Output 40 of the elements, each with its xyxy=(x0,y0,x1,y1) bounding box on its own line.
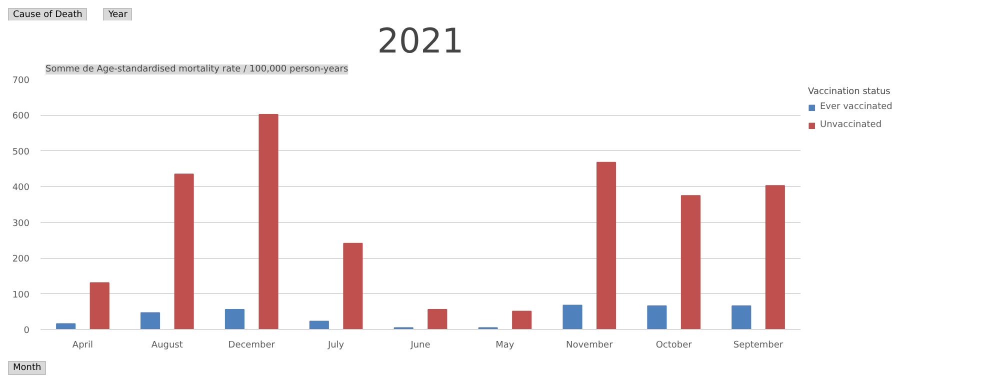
text: Year xyxy=(103,8,132,22)
bar xyxy=(680,195,701,330)
y-tick-label: 200 xyxy=(12,254,30,265)
x-tick-label: August xyxy=(151,340,184,350)
bar xyxy=(512,310,532,330)
y-tick-label: 300 xyxy=(12,218,30,229)
x-tick-label: April xyxy=(72,340,94,350)
y-tick-label: 0 xyxy=(24,326,30,336)
bar xyxy=(765,185,785,330)
bar xyxy=(428,309,448,330)
y-tick-label: 700 xyxy=(12,76,30,86)
legend-label: Ever vaccinated xyxy=(820,102,892,112)
bar xyxy=(224,309,245,330)
y-tick-label: 600 xyxy=(12,112,30,122)
legend-label: Unvaccinated xyxy=(820,120,882,130)
bar xyxy=(596,162,616,330)
x-tick-label: July xyxy=(326,340,345,350)
bar xyxy=(647,305,667,330)
bar xyxy=(343,242,363,330)
bar xyxy=(90,282,110,330)
chart-title: 2021 xyxy=(377,22,464,62)
y-tick-label: 100 xyxy=(12,290,30,300)
x-tick-label: May xyxy=(496,340,515,350)
legend-title: Vaccination status xyxy=(808,87,892,97)
x-tick-label: December xyxy=(228,340,276,350)
bar xyxy=(732,305,752,330)
bar xyxy=(562,304,582,330)
y-tick-label: 500 xyxy=(12,147,30,158)
x-tick-label: November xyxy=(566,340,614,350)
bar xyxy=(258,114,278,330)
y-tick-label: 400 xyxy=(12,183,30,194)
text: Cause of Death xyxy=(8,8,88,22)
bar xyxy=(309,320,329,330)
bar xyxy=(174,174,194,330)
text: Month xyxy=(8,361,46,375)
x-tick-label: October xyxy=(656,340,692,350)
x-tick-label: June xyxy=(410,340,431,350)
y-axis-title: Somme de Age-standardised mortality rate / 100,000 person-years xyxy=(46,64,348,74)
bar xyxy=(140,312,160,330)
x-tick-label: September xyxy=(733,340,784,350)
